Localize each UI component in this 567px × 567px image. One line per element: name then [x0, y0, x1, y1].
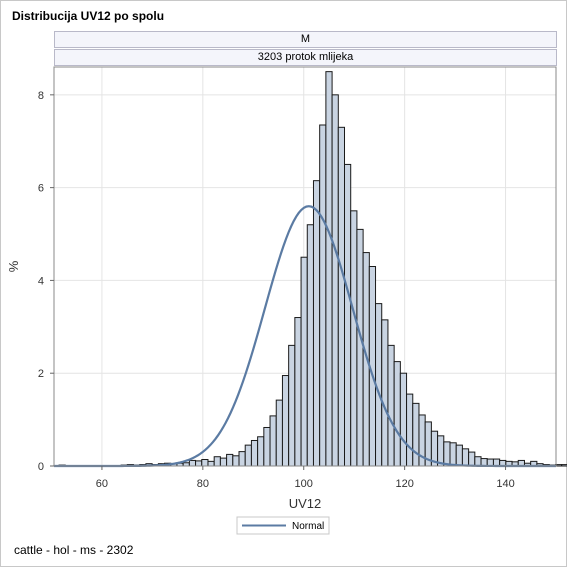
histogram-bar — [344, 163, 352, 467]
histogram-bar — [207, 460, 215, 467]
y-tick-label: 2 — [38, 368, 44, 380]
histogram-bar — [288, 344, 296, 467]
histogram-bar — [337, 126, 346, 467]
y-tick-label: 8 — [38, 90, 44, 102]
x-tick-label: 60 — [96, 478, 108, 490]
panel-header-trait: 3203 protok mlijeka — [54, 49, 557, 66]
panel-header-sex: M — [54, 31, 557, 48]
x-tick-label: 80 — [197, 478, 209, 490]
y-axis-label: % — [6, 260, 21, 272]
histogram-bar — [232, 455, 240, 467]
histogram-bar — [195, 460, 203, 467]
histogram-bar — [263, 426, 271, 467]
footnote: cattle - hol - ms - 2302 — [14, 543, 134, 557]
histogram-bar — [437, 435, 445, 467]
y-tick-label: 4 — [38, 275, 44, 287]
x-tick-label: 140 — [496, 478, 514, 490]
histogram-bar — [455, 444, 463, 467]
legend-label-normal: Normal — [292, 521, 324, 532]
histogram-bar — [356, 228, 364, 467]
y-tick-label: 0 — [38, 461, 44, 473]
histogram-bar — [325, 71, 333, 467]
histogram-bar — [250, 439, 259, 467]
histogram-bar — [461, 448, 470, 467]
histogram-bar — [306, 224, 314, 467]
histogram-bar — [468, 451, 476, 467]
histogram-bar — [244, 444, 252, 467]
histogram-bar — [257, 436, 265, 467]
x-axis-ticks: 60 80 100 120 140 — [96, 466, 515, 490]
histogram-bar — [381, 319, 389, 467]
histogram-bar — [393, 361, 401, 467]
histogram-bar — [331, 94, 339, 467]
x-tick-label: 120 — [395, 478, 413, 490]
legend: Normal — [236, 516, 330, 535]
histogram-bar — [226, 453, 234, 467]
histogram-bars — [58, 71, 567, 467]
histogram-bar — [294, 317, 302, 467]
histogram-bar — [561, 464, 567, 467]
histogram-bar — [443, 441, 451, 467]
histogram-bar — [350, 210, 358, 467]
histogram-bar — [275, 399, 283, 467]
histogram-bar — [474, 456, 482, 467]
histogram-bar — [238, 451, 246, 467]
histogram-bar — [399, 372, 408, 467]
histogram-bar — [188, 459, 197, 467]
histogram-bar — [312, 180, 321, 467]
histogram-bar — [412, 402, 420, 467]
plot-area-frame — [53, 66, 557, 467]
histogram-bar — [300, 256, 308, 467]
histogram-bar — [201, 459, 209, 467]
histogram-bar — [387, 344, 395, 467]
histogram-bar — [269, 415, 277, 467]
chart-title: Distribucija UV12 po spolu — [12, 9, 165, 23]
histogram-bar — [406, 393, 414, 467]
histogram-bar — [213, 456, 221, 467]
x-axis-label: UV12 — [289, 496, 322, 511]
histogram-bar — [281, 375, 290, 467]
y-tick-label: 6 — [38, 183, 44, 195]
x-tick-label: 100 — [295, 478, 313, 490]
histogram-bar — [319, 124, 327, 467]
y-axis-ticks: 0 2 4 6 8 — [38, 90, 54, 473]
histogram-bar — [449, 442, 457, 467]
histogram-bar — [219, 457, 228, 467]
